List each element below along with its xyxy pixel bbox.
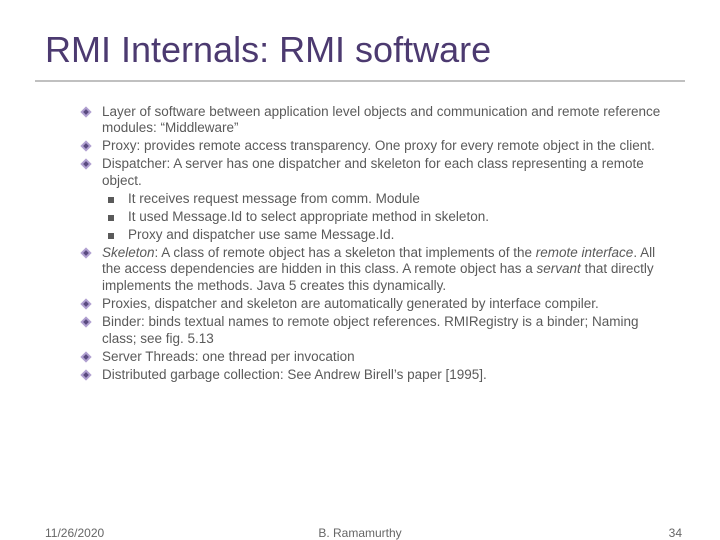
list-item-text: Distributed garbage collection: See Andr… — [102, 367, 487, 382]
diamond-bullet-icon — [80, 369, 92, 381]
list-item-text: It receives request message from comm. M… — [128, 191, 420, 206]
diamond-bullet-icon — [80, 158, 92, 170]
diamond-bullet-icon — [80, 351, 92, 363]
diamond-bullet-icon — [80, 140, 92, 152]
diamond-bullet-icon — [80, 298, 92, 310]
list-item-text: Proxies, dispatcher and skeleton are aut… — [102, 296, 599, 311]
list-item: Layer of software between application le… — [80, 104, 675, 138]
square-bullet-icon — [108, 215, 114, 221]
sub-list-item: It receives request message from comm. M… — [108, 191, 675, 208]
list-item-text: Layer of software between application le… — [102, 104, 660, 136]
sub-list-item: Proxy and dispatcher use same Message.Id… — [108, 227, 675, 244]
list-item-text: It used Message.Id to select appropriate… — [128, 209, 489, 224]
list-item-text: Skeleton: A class of remote object has a… — [102, 245, 655, 294]
diamond-bullet-icon — [80, 106, 92, 118]
square-bullet-icon — [108, 233, 114, 239]
diamond-bullet-icon — [80, 316, 92, 328]
footer-author: B. Ramamurthy — [0, 526, 720, 540]
footer-page: 34 — [669, 526, 682, 540]
list-item-text: Server Threads: one thread per invocatio… — [102, 349, 355, 364]
sub-list-item: It used Message.Id to select appropriate… — [108, 209, 675, 226]
list-item: Proxy: provides remote access transparen… — [80, 138, 675, 155]
slide: RMI Internals: RMI software Layer of sof… — [0, 0, 720, 540]
list-item: Server Threads: one thread per invocatio… — [80, 349, 675, 366]
list-item: Binder: binds textual names to remote ob… — [80, 314, 675, 348]
list-item-text: Binder: binds textual names to remote ob… — [102, 314, 639, 346]
list-item-text: Proxy: provides remote access transparen… — [102, 138, 655, 153]
list-item: Distributed garbage collection: See Andr… — [80, 367, 675, 384]
title-underline — [35, 80, 685, 82]
slide-content: Layer of software between application le… — [35, 104, 685, 384]
list-item-text: Proxy and dispatcher use same Message.Id… — [128, 227, 394, 242]
list-item: Proxies, dispatcher and skeleton are aut… — [80, 296, 675, 313]
square-bullet-icon — [108, 197, 114, 203]
list-item: Skeleton: A class of remote object has a… — [80, 245, 675, 296]
list-item-text: Dispatcher: A server has one dispatcher … — [102, 156, 644, 188]
slide-title: RMI Internals: RMI software — [35, 20, 685, 74]
diamond-bullet-icon — [80, 247, 92, 259]
list-item: Dispatcher: A server has one dispatcher … — [80, 156, 675, 190]
